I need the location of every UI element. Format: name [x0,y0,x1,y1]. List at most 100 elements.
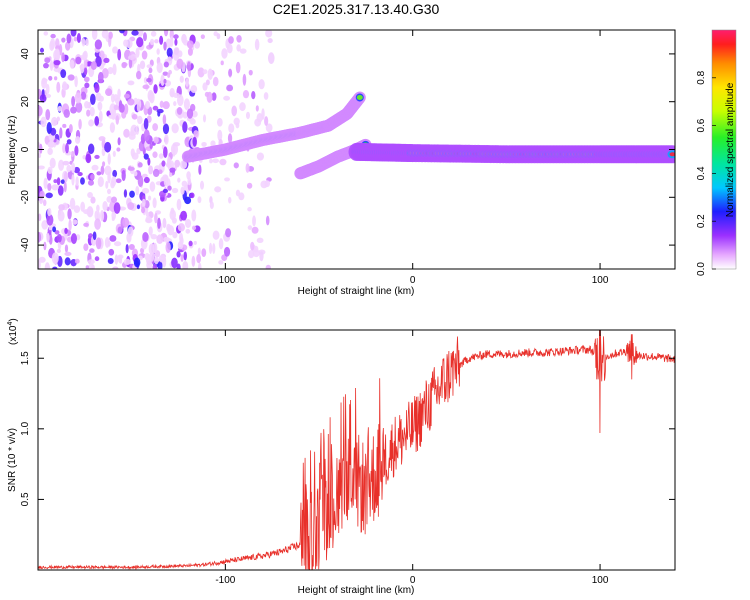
snr-y-tick-label: 1.5 [20,351,31,365]
spectrogram-noise-cell [193,240,197,245]
spectrogram-noise-cell [156,234,164,244]
spectrogram-noise-cell [43,31,49,36]
spectrogram-noise-cell [119,104,125,113]
spectrogram-noise-cell [129,190,135,198]
spectrogram-noise-cell [173,34,179,39]
spectrogram-noise-cell [212,230,220,240]
spectrogram-noise-cell [157,217,161,230]
spectrogram-noise-cell [63,108,70,118]
spectrogram-noise-cell [61,37,66,43]
spectrogram-noise-cell [59,127,63,139]
spectrogram-noise-cell [48,75,53,81]
spectrogram-noise-cell [166,47,173,58]
spectrogram-noise-cell [177,223,186,232]
spectrogram-noise-cell [209,158,213,164]
colorbar-label: Normalized spectral amplitude [725,82,736,217]
spectrogram-noise-cell [202,69,208,75]
spectrogram-noise-cell [75,136,81,144]
spectrogram-noise-cell [70,106,77,114]
colorbar-ticks: 0.0 0.2 0.4 0.6 0.8 [696,70,716,276]
snr-y-multiplier-base: (x10 [8,325,19,345]
spectrogram-noise-cell [47,182,52,192]
spectrogram-noise-cell [259,251,264,262]
spectrogram-noise-cell [122,217,130,228]
spectrogram-noise-cell [51,184,59,191]
spectrogram-noise-cell [182,111,188,119]
spectrogram-noise-cell [83,67,88,76]
spectrogram-noise-cell [104,141,112,153]
spectrogram-noise-cell [71,174,75,186]
snr-x-label: Height of straight line (km) [298,585,415,596]
spectrogram-noise-cell [144,253,150,261]
spectrogram-noise-cell [45,192,53,199]
spectrogram-noise-cell [139,60,146,70]
spectrogram-noise-cell [267,52,275,64]
spectrogram-noise-cell [180,254,184,262]
spectrogram-noise-cell [43,241,47,251]
spectrogram-noise-cell [78,118,82,130]
spectrogram-noise-cell [197,196,202,204]
spectrogram-noise-cell [219,158,227,166]
spectrogram-noise-cell [171,257,178,269]
spectrogram-noise-cell [193,130,199,138]
spectrogram-noise-cell [183,98,190,111]
spectrogram-noise-cell [211,92,217,101]
spectrogram-noise-cell [245,111,250,120]
spectrogram-noise-cell [148,165,154,175]
spectrogram-noise-cell [66,164,72,173]
svg-text:(x104): (x104) [7,318,19,345]
spectrogram-noise-cell [65,142,69,154]
spectrogram-noise-cell [123,39,129,47]
spectrogram-noise-cell [83,243,89,251]
spectrogram-noise-cell [171,217,177,224]
spectrogram-noise-cell [149,91,155,104]
spectrogram-noise-cell [133,257,141,268]
spectrogram-noise-cell [87,143,95,155]
spectrogram-noise-cell [123,258,131,266]
spectrogram-noise-cell [218,238,224,250]
spectrogram-noise-cell [265,215,270,226]
spectrogram-noise-cell [221,48,228,59]
spectrogram-noise-cell [39,190,45,199]
spectrogram-noise-cell [127,202,135,210]
spectrogram-noise-cell [56,177,61,186]
spectrogram-noise-cell [251,91,256,100]
spectrogram-noise-cell [233,162,239,169]
spectrogram-noise-cell [82,51,87,61]
spectrogram-heatmap [38,30,675,269]
spectrogram-noise-cell [57,185,64,196]
spectrogram-noise-cell [69,197,76,210]
spectrogram-noise-cell [91,30,98,40]
spectrogram-noise-cell [172,231,178,239]
spectrogram-noise-cell [47,207,52,217]
spectrogram-noise-cell [57,105,63,112]
spectrogram-noise-cell [216,33,221,40]
spectrogram-noise-cell [67,74,75,81]
spectrogram-noise-cell [101,67,109,79]
spectrogram-noise-cell [183,251,187,261]
spectrogram-noise-cell [142,84,150,90]
spectrogram-noise-cell [57,210,65,222]
spectrogram-noise-cell [75,176,79,187]
spectrogram-noise-cell [141,173,148,178]
spectrogram-noise-cell [242,89,250,99]
spectrogram-noise-cell [163,61,169,68]
spectrogram-noise-cell [223,246,231,257]
spectrogram-noise-cell [137,175,144,188]
spectrogram-noise-cell [135,185,140,196]
spectrogram-noise-cell [46,232,50,243]
spectrogram-noise-cell [98,136,106,142]
spectrogram-noise-cell [136,102,141,113]
spectrogram-noise-cell [111,210,116,220]
spectrogram-noise-cell [51,116,58,127]
figure-title: C2E1.2025.317.13.40.G30 [273,1,440,17]
spectrogram-noise-cell [137,162,143,168]
spectrogram-noise-cell [141,206,146,214]
spectrogram-noise-cell [265,123,273,133]
spectrogram-noise-cell [197,247,201,256]
spectrogram-noise-cell [87,179,94,186]
spectrogram-noise-cell [239,48,247,54]
spectrogram-noise-cell [106,196,113,203]
spectrogram-noise-cell [38,105,43,117]
spectrogram-noise-cell [69,59,75,69]
